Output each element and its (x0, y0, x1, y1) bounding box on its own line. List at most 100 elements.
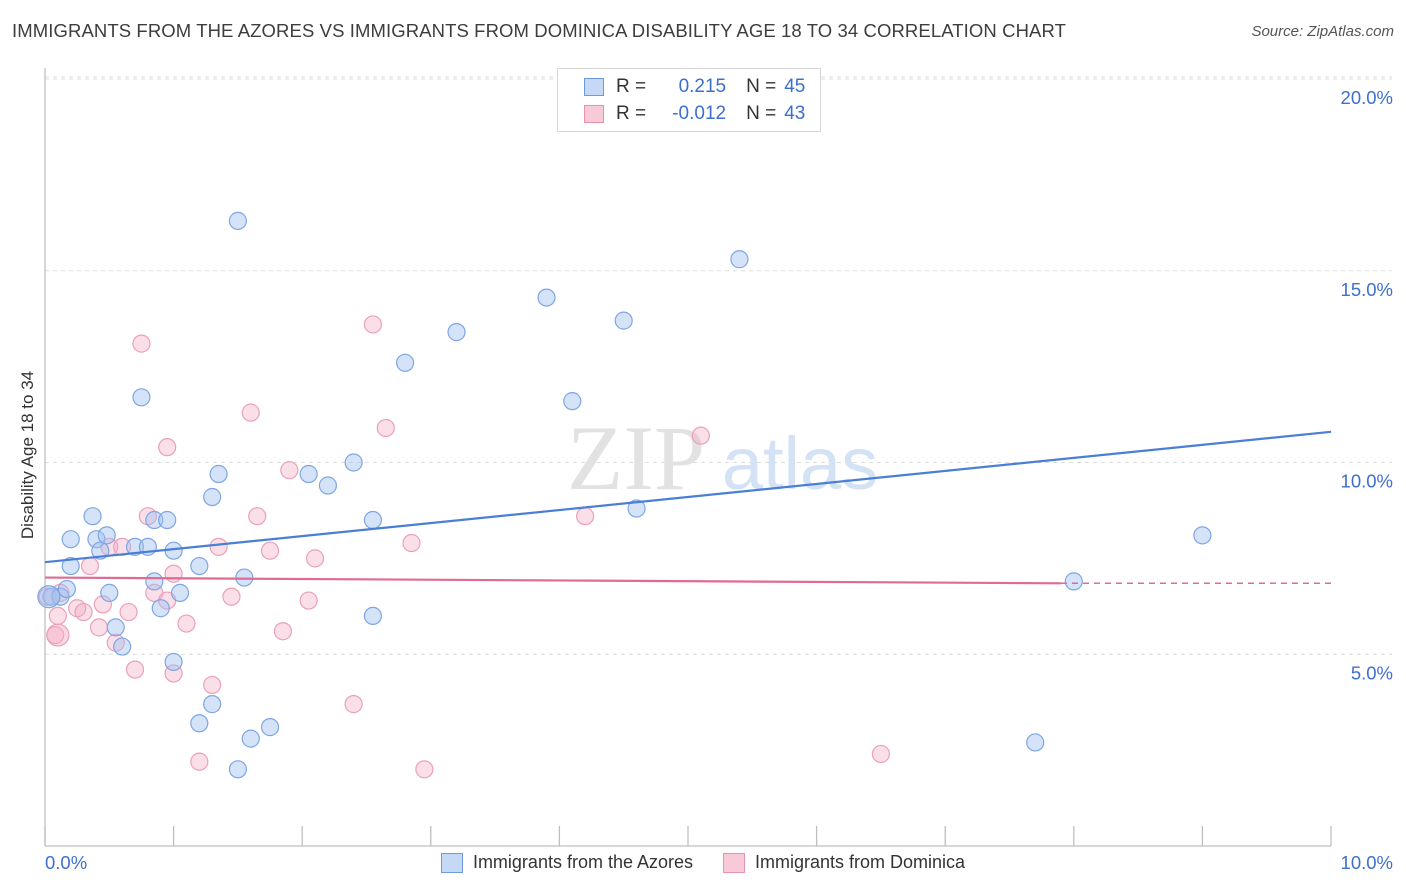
dominica-point (376, 418, 395, 438)
watermark-atlas: atlas (722, 422, 878, 505)
azores-point (132, 388, 151, 407)
azores-point (83, 507, 102, 526)
dominica-point (93, 595, 112, 614)
azores-point (395, 353, 415, 372)
azores-point (627, 499, 646, 518)
dominica-point (125, 660, 145, 679)
dominica-point (415, 760, 434, 779)
dominica-point (190, 752, 209, 771)
azores-point (125, 537, 145, 556)
azores-point (318, 476, 338, 495)
azores-point (228, 760, 247, 779)
azores-point (299, 464, 318, 484)
dominica-legend-swatch (723, 852, 746, 873)
azores-n-value: 45 (784, 76, 806, 97)
x-tick-label: 10.0% (1341, 852, 1393, 873)
dominica-point (158, 438, 177, 457)
azores-point (203, 487, 222, 507)
azores-point (145, 572, 164, 591)
dominica-point (248, 507, 267, 526)
azores-swatch (584, 78, 604, 96)
azores-point (61, 556, 80, 576)
azores-point (209, 464, 228, 484)
azores-point (145, 510, 164, 530)
dominica-point (119, 602, 138, 622)
dominica-point (74, 602, 93, 622)
legend-row-dominica: R = -0.012 N = 43 (584, 101, 805, 127)
dominica-point (132, 334, 151, 353)
dominica-point (222, 587, 241, 606)
azores-point (260, 718, 280, 737)
dominica-point (177, 614, 196, 633)
correlation-legend: R = 0.215 N = 45 R = -0.012 N = 43 (557, 68, 821, 132)
dominica-point (691, 426, 710, 445)
dominica-legend-label: Immigrants from Dominica (755, 852, 966, 872)
azores-point (1064, 572, 1083, 591)
grid-lines (45, 76, 1392, 655)
n-label: N = (746, 76, 777, 97)
azores-point (106, 618, 125, 637)
azores-point (363, 510, 383, 530)
azores-point (170, 583, 190, 602)
axes (44, 68, 1332, 847)
y-tick-label: 10.0% (1341, 471, 1393, 492)
azores-point (164, 652, 183, 672)
azores-point (151, 599, 170, 618)
azores-point (730, 250, 749, 269)
source-credit: Source: ZipAtlas.com (1251, 23, 1394, 40)
dominica-point (164, 564, 183, 583)
dominica-point (46, 623, 70, 647)
dominica-point (299, 591, 318, 610)
azores-point (563, 392, 582, 411)
azores-point (97, 526, 116, 545)
azores-point (203, 695, 222, 714)
tick-labels: 5.0% 10.0% 15.0% 20.0% 0.0% 10.0% (45, 87, 1393, 873)
azores-point (228, 211, 247, 230)
r-label: R = (616, 103, 647, 124)
series-azores-points (37, 211, 1212, 779)
azores-point (37, 585, 61, 609)
dominica-point (209, 537, 228, 556)
dominica-point (273, 622, 293, 641)
azores-point (190, 556, 209, 576)
dominica-point (576, 507, 595, 526)
azores-point (100, 583, 119, 602)
azores-point (614, 311, 633, 330)
dominica-point (260, 541, 280, 560)
chart-title: IMMIGRANTS FROM THE AZORES VS IMMIGRANTS… (12, 20, 1066, 41)
dominica-point (871, 744, 891, 764)
dominica-trend-line (44, 576, 1061, 585)
dominica-point (280, 461, 299, 480)
n-label: N = (746, 103, 777, 124)
dominica-point (402, 533, 421, 553)
watermark-zip: ZIP (567, 407, 705, 509)
dominica-point (344, 695, 363, 714)
dominica-point (241, 403, 260, 422)
legend-item-azores[interactable]: Immigrants from the Azores (440, 852, 693, 873)
dominica-n-value: 43 (784, 103, 806, 124)
legend-row-azores: R = 0.215 N = 45 (584, 74, 805, 100)
azores-trend-line (44, 430, 1332, 564)
azores-point (363, 606, 383, 626)
dominica-point (89, 618, 109, 637)
azores-point (87, 530, 106, 549)
dominica-point (48, 606, 67, 626)
azores-point (61, 530, 80, 549)
trend-lines (44, 430, 1332, 585)
r-label: R = (616, 76, 647, 97)
x-tick-label: 0.0% (45, 852, 87, 873)
legend-item-dominica[interactable]: Immigrants from Dominica (723, 852, 965, 873)
dominica-swatch (584, 105, 604, 123)
azores-point (447, 323, 466, 342)
series-legend: Immigrants from the Azores Immigrants fr… (0, 852, 1406, 873)
azores-point (158, 510, 177, 530)
y-tick-label: 15.0% (1341, 279, 1393, 300)
y-tick-label: 20.0% (1341, 87, 1393, 108)
azores-point (344, 453, 363, 472)
azores-point (91, 541, 110, 560)
azores-point (537, 288, 556, 307)
y-tick-label: 5.0% (1351, 662, 1393, 683)
azores-point (1193, 526, 1212, 545)
dominica-point (363, 315, 383, 334)
